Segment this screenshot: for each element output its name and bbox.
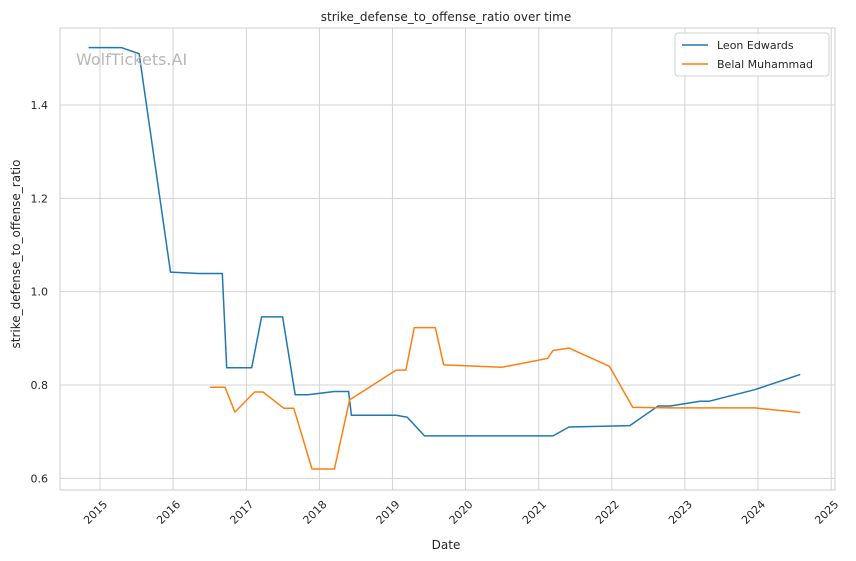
x-tick-label: 2020: [447, 498, 476, 527]
y-tick-label: 1.4: [31, 99, 49, 112]
x-tick-label: 2015: [81, 498, 110, 527]
gridlines: [60, 28, 835, 490]
legend-box: [674, 32, 830, 77]
x-tick-label: 2019: [374, 498, 403, 527]
x-tick-label: 2021: [520, 498, 549, 527]
watermark: WolfTickets.AI: [76, 50, 187, 69]
legend: Leon Edwards Belal Muhammad: [674, 32, 830, 77]
plot-area: [59, 27, 836, 491]
x-tick-label: 2016: [154, 498, 183, 527]
series-lines: [88, 46, 801, 470]
x-tick-label: 2024: [739, 498, 768, 527]
x-tick-label: 2017: [227, 498, 256, 527]
legend-label-1: Belal Muhammad: [717, 58, 813, 71]
series-line-0: [88, 46, 801, 437]
y-axis: 0.6 0.8 1.0 1.2 1.4: [31, 99, 49, 485]
x-axis: 2015 2016 2017 2018 2019 2020 2021 2022 2023 2024…: [81, 498, 841, 527]
x-tick-label: 2025: [812, 498, 841, 527]
legend-label-0: Leon Edwards: [717, 39, 794, 52]
y-tick-label: 1.0: [31, 286, 49, 299]
x-axis-label: Date: [432, 538, 461, 552]
x-tick-label: 2023: [666, 498, 695, 527]
y-tick-label: 1.2: [31, 192, 49, 205]
x-tick-label: 2022: [593, 498, 622, 527]
y-axis-label: strike_defense_to_offense_ratio: [9, 160, 23, 349]
y-tick-label: 0.6: [31, 472, 49, 485]
y-tick-label: 0.8: [31, 379, 49, 392]
series-line-1: [209, 326, 801, 470]
chart-title: strike_defense_to_offense_ratio over tim…: [321, 10, 571, 24]
x-tick-label: 2018: [301, 498, 330, 527]
